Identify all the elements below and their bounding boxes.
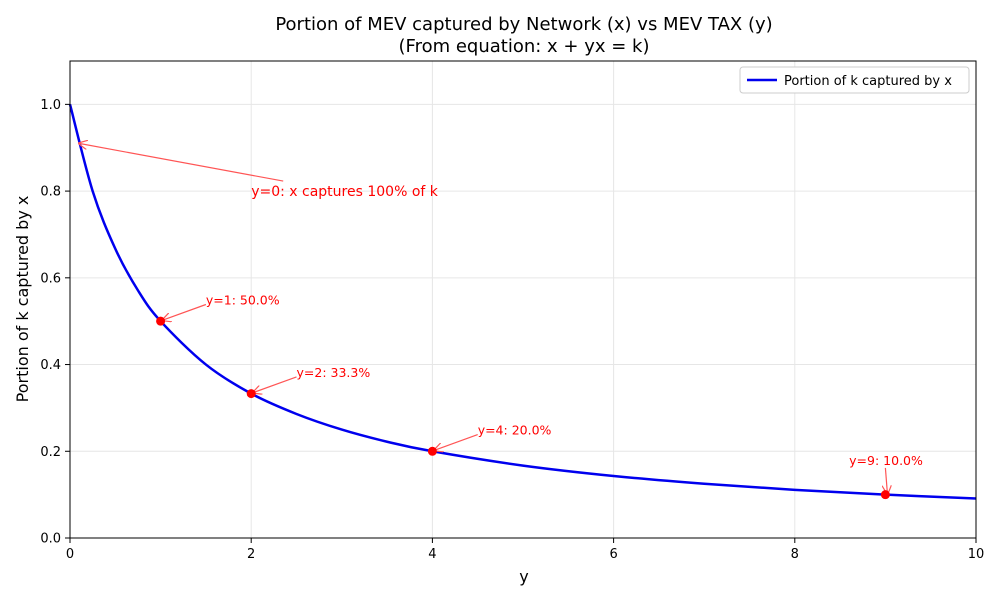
y-tick-label: 0.6: [40, 271, 61, 286]
annotation-arrow: [885, 467, 887, 494]
y-tick-label: 1.0: [40, 98, 61, 113]
y-tick-label: 0.4: [40, 358, 61, 373]
y-tick-label: 0.2: [40, 445, 61, 460]
annotation-label: y=9: 10.0%: [849, 453, 923, 468]
annotation-label: y=4: 20.0%: [478, 423, 552, 438]
legend-box: [739, 66, 970, 94]
points-layer: [156, 316, 890, 500]
annotation-label: y=0: x captures 100% of k: [251, 184, 439, 200]
plot-frame: [69, 60, 977, 539]
data-point: [246, 389, 256, 399]
y-tick-label: 0.8: [40, 185, 61, 200]
annotation-arrow: [253, 376, 297, 393]
ticks: 0 2 4 6 8 10 0.0 0.2 0.4 0.6 0.8 1.0: [40, 98, 984, 562]
x-tick-label: 2: [247, 547, 255, 562]
legend: Portion of k captured by x: [739, 66, 970, 94]
x-tick-label: 8: [791, 547, 799, 562]
x-tick-label: 4: [428, 547, 436, 562]
data-point: [156, 316, 166, 326]
annotation-label: y=1: 50.0%: [206, 293, 280, 308]
series-line: [68, 104, 977, 500]
legend-label: Portion of k captured by x: [784, 74, 952, 89]
y-tick-label: 0.0: [40, 532, 61, 547]
x-axis-label: y: [519, 567, 528, 586]
annotation-arrow: [434, 434, 478, 451]
annotation-layer: y=0: x captures 100% of k y=1: 50.0% y=2: …: [79, 143, 923, 493]
data-point: [427, 446, 437, 456]
y-axis-label: Portion of k captured by x: [13, 196, 32, 403]
x-tick-label: 10: [968, 547, 985, 562]
annotation-arrow: [163, 303, 207, 321]
x-tick-label: 6: [609, 547, 617, 562]
data-point: [880, 490, 890, 500]
series-layer: [68, 104, 977, 500]
annotation-arrow: [79, 143, 284, 182]
chart-title-line1: Portion of MEV captured by Network (x) v…: [275, 14, 772, 35]
chart-title-line2: (From equation: x + yx = k): [399, 36, 650, 57]
annotation-label: y=2: 33.3%: [297, 365, 371, 380]
x-tick-label: 0: [66, 547, 74, 562]
